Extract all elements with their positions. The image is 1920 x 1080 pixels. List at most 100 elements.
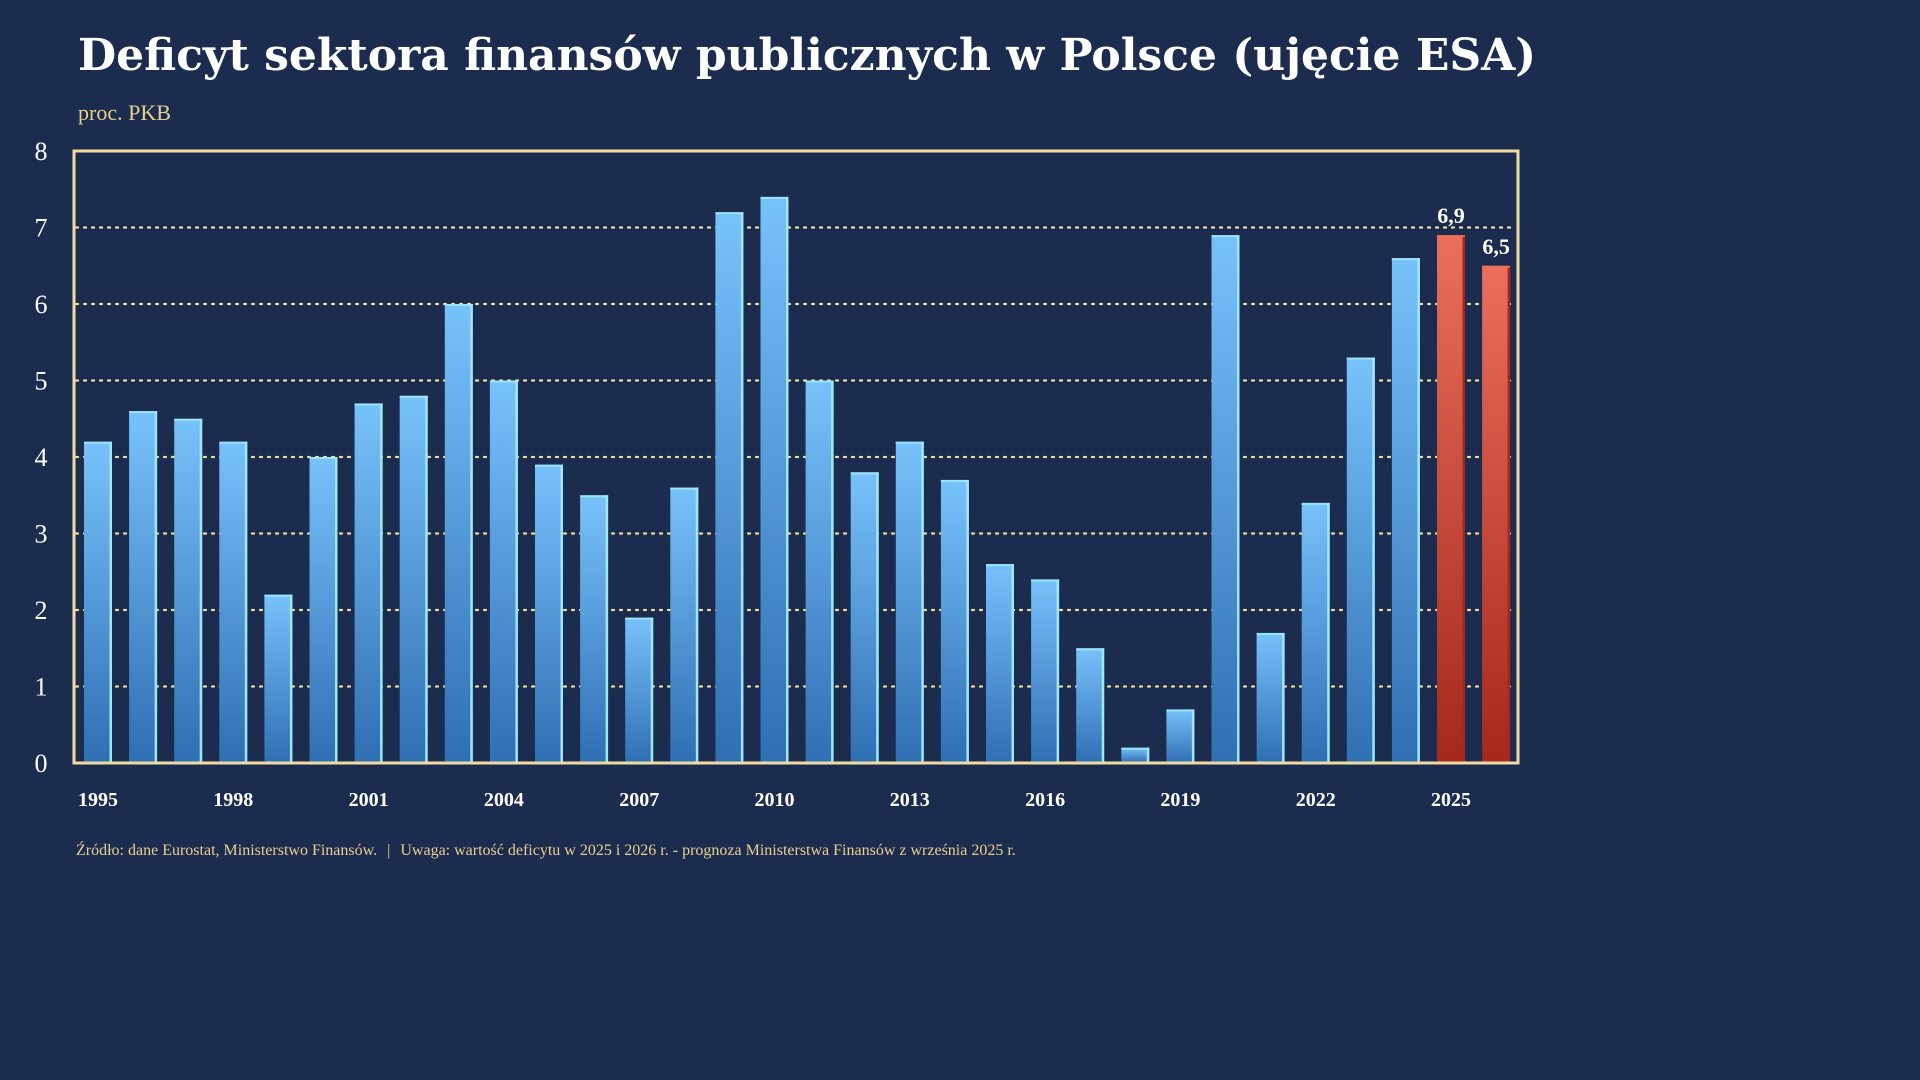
bar-cap	[670, 487, 699, 490]
bar-body	[174, 418, 203, 763]
bar-body	[986, 564, 1014, 763]
bar-edge	[786, 196, 789, 763]
bar-cap	[84, 441, 112, 444]
y-tick-label: 1	[35, 673, 48, 702]
bar-cap	[1437, 235, 1465, 238]
bar-cap	[489, 380, 518, 383]
bar-edge	[154, 411, 158, 763]
data-label-2025: 6,9	[1437, 203, 1465, 228]
x-axis-ticks: 1995 1998 2001 2004 2007 2010 2013 2016 2019 2022…	[78, 789, 1471, 811]
bar-edge	[1237, 235, 1240, 763]
bar-body	[895, 441, 924, 763]
bar-forecast-2026	[1482, 265, 1511, 763]
bar-body	[625, 617, 654, 763]
bar-2009	[715, 212, 744, 763]
bar-cap	[580, 495, 609, 498]
bar-edge	[335, 457, 338, 763]
bar-cap	[1076, 648, 1105, 651]
bar-body	[399, 395, 428, 763]
bar-1998	[219, 441, 248, 763]
bar-2005	[535, 464, 563, 763]
bar-2011	[805, 380, 834, 763]
x-tick-label: 2025	[1431, 789, 1471, 811]
bar-cap	[264, 594, 293, 597]
y-tick-label: 8	[35, 137, 48, 166]
bar-body	[670, 487, 699, 763]
bar-cap	[760, 196, 789, 199]
bar-cap	[219, 441, 248, 444]
bar-body	[354, 403, 383, 763]
bar-2007	[625, 617, 654, 763]
bar-2008	[670, 487, 699, 763]
bar-edge	[515, 380, 518, 763]
y-tick-label: 3	[35, 520, 48, 549]
bar-cap	[1482, 265, 1511, 268]
bar-edge	[1507, 265, 1511, 763]
bar-2014	[940, 479, 969, 763]
x-tick-label: 1998	[213, 789, 253, 811]
bar-cap	[1256, 632, 1285, 635]
bar-cap	[399, 395, 428, 398]
bar-2021	[1256, 632, 1285, 763]
bar-body	[715, 212, 744, 763]
bar-cap	[850, 472, 879, 475]
bar-cap	[1346, 357, 1375, 360]
bar-edge	[109, 441, 112, 763]
bar-edge	[876, 472, 879, 763]
bar-2024	[1391, 258, 1420, 763]
bars	[84, 196, 1511, 763]
bar-edge	[380, 403, 383, 763]
bar-edge	[1191, 709, 1195, 763]
bar-body	[444, 304, 473, 763]
bar-cap	[174, 418, 203, 421]
bar-edge	[1011, 564, 1014, 763]
bar-1999	[264, 594, 293, 763]
bar-cap	[986, 564, 1014, 567]
x-tick-label: 2010	[755, 789, 795, 811]
bar-edge	[1146, 747, 1150, 763]
bar-body	[760, 196, 789, 763]
bar-2004	[489, 380, 518, 763]
bar-body	[1166, 709, 1195, 763]
bar-1995	[84, 441, 112, 763]
bar-edge	[605, 495, 609, 763]
plot-frame	[72, 149, 1520, 765]
bar-cap	[129, 411, 158, 414]
bar-2022	[1301, 502, 1330, 763]
bar-body	[850, 472, 879, 763]
bar-body	[1346, 357, 1375, 763]
x-tick-label: 2001	[349, 789, 389, 811]
bar-edge	[695, 487, 699, 763]
bar-cap	[715, 212, 744, 215]
bar-2000	[309, 457, 338, 763]
bar-edge	[1056, 579, 1060, 763]
bar-cap	[805, 380, 834, 383]
x-tick-label: 2022	[1296, 789, 1336, 811]
bar-body	[535, 464, 563, 763]
bar-edge	[1327, 502, 1330, 763]
bar-2020	[1211, 235, 1240, 763]
bar-edge	[199, 418, 203, 763]
bar-body	[1437, 235, 1465, 763]
bar-body	[129, 411, 158, 763]
bar-body	[1256, 632, 1285, 763]
bar-2023	[1346, 357, 1375, 763]
bar-cap	[1301, 502, 1330, 505]
bar-body	[219, 441, 248, 763]
bar-body	[940, 479, 969, 763]
bar-forecast-2025	[1437, 235, 1465, 763]
bar-1997	[174, 418, 203, 763]
y-axis-ticks: 0 1 2 3 4 5 6 7 8	[35, 137, 48, 778]
bar-2002	[399, 395, 428, 763]
bar-cap	[1391, 258, 1420, 261]
bar-edge	[425, 395, 428, 763]
x-tick-label: 2013	[890, 789, 930, 811]
bar-2010	[760, 196, 789, 763]
bar-edge	[966, 479, 969, 763]
y-tick-label: 7	[35, 214, 48, 243]
y-tick-label: 6	[35, 290, 48, 319]
bar-body	[1391, 258, 1420, 763]
bar-chart: 0 1 2 3 4 5 6 7 8 1995 1998 2001 2004 2007 2010 2013 20…	[35, 137, 1520, 811]
bar-edge	[1372, 357, 1375, 763]
forecast-note: Uwaga: wartość deficytu w 2025 i 2026 r.…	[400, 842, 1016, 859]
